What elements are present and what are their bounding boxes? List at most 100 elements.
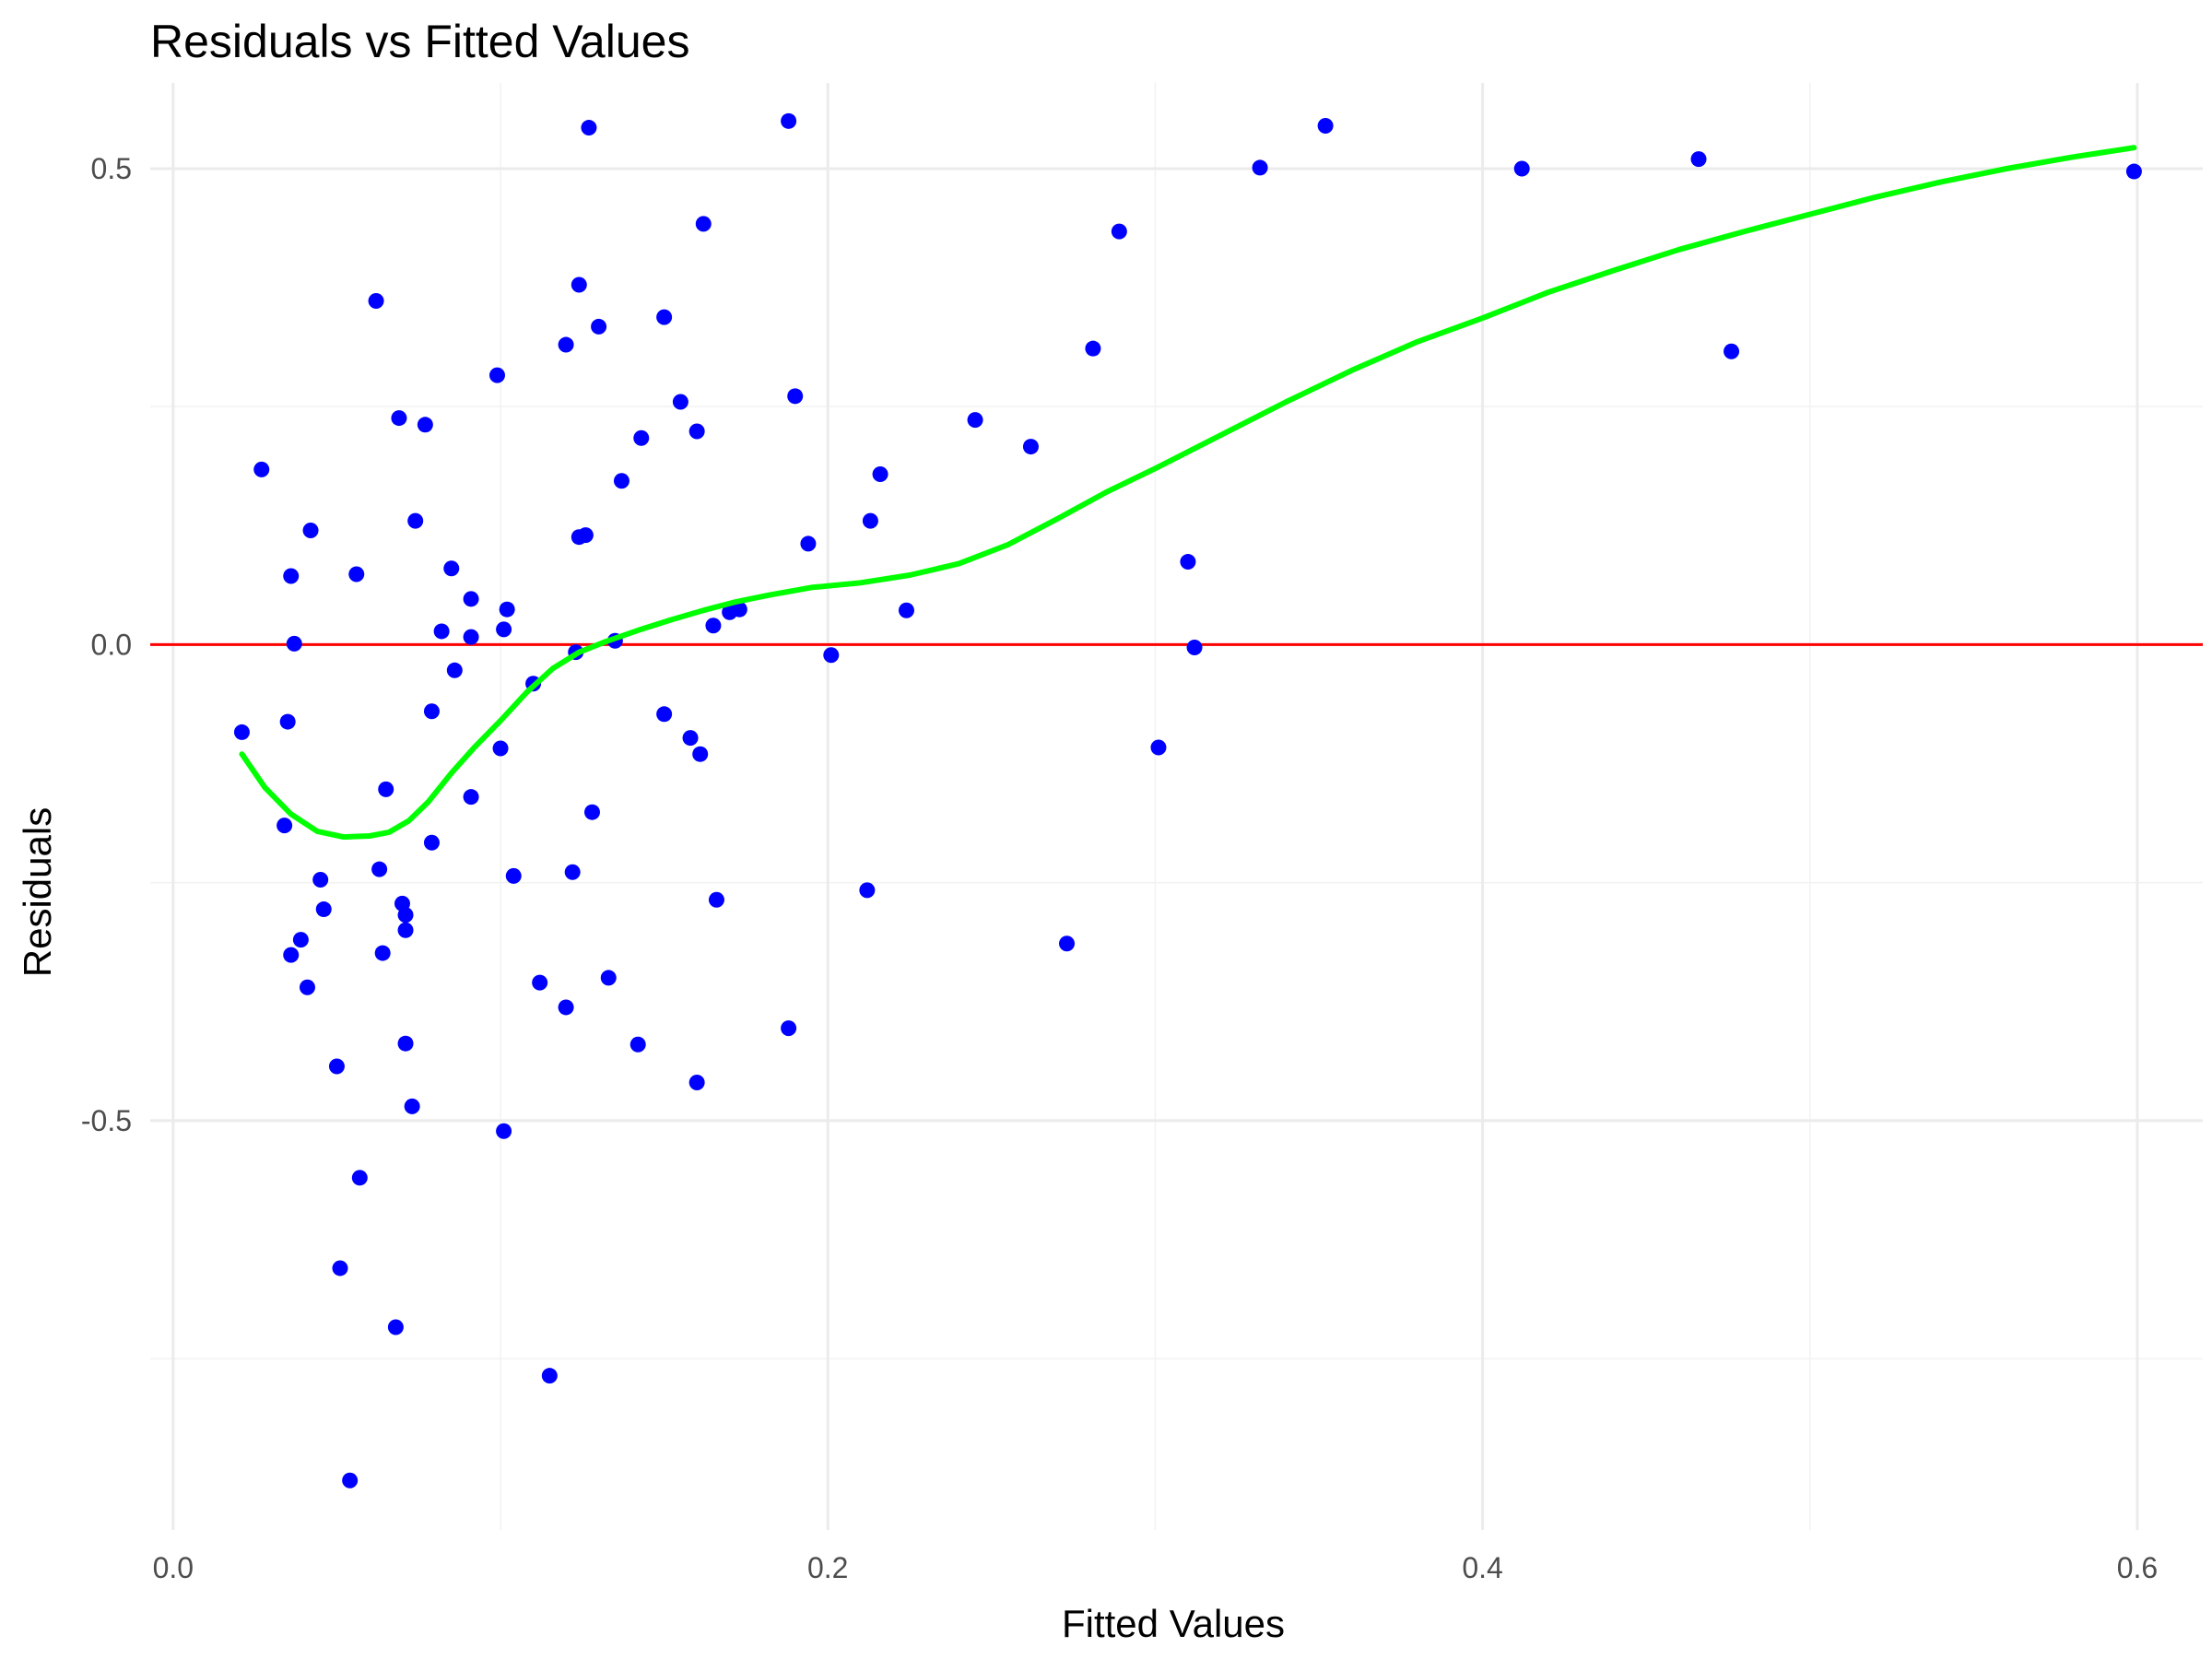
data-point: [862, 512, 878, 529]
data-point: [581, 120, 597, 136]
data-point: [633, 429, 650, 446]
data-point: [656, 706, 673, 723]
data-point: [705, 618, 722, 634]
data-point: [656, 309, 673, 325]
data-point: [781, 1020, 797, 1037]
data-point: [371, 861, 388, 877]
data-point: [571, 276, 587, 293]
data-point: [348, 566, 365, 582]
data-point: [898, 602, 914, 618]
data-point: [496, 1123, 512, 1139]
data-point: [787, 388, 804, 405]
data-point: [397, 907, 414, 924]
data-point: [532, 974, 548, 991]
data-point: [823, 647, 840, 664]
data-point: [299, 979, 315, 995]
data-point: [629, 1036, 646, 1053]
data-point: [1085, 340, 1101, 357]
points-layer: [233, 112, 2142, 1488]
data-point: [558, 999, 574, 1016]
data-point: [967, 412, 983, 429]
data-point: [328, 1058, 345, 1075]
data-point: [672, 394, 688, 410]
data-point: [1186, 640, 1203, 656]
data-point: [492, 740, 509, 757]
data-point: [1724, 343, 1740, 359]
data-point: [286, 635, 302, 652]
data-point: [351, 1170, 368, 1186]
smooth-line-layer: [239, 145, 2137, 841]
data-point: [564, 864, 581, 880]
data-point: [1022, 439, 1039, 455]
data-point: [387, 1319, 404, 1335]
data-point: [496, 621, 512, 638]
data-point: [872, 466, 888, 483]
data-point: [558, 336, 574, 353]
data-point: [463, 629, 479, 645]
data-point: [692, 746, 709, 762]
x-axis-title: Fitted Values: [1062, 1602, 1285, 1645]
data-point: [312, 872, 329, 888]
data-point: [1252, 159, 1268, 176]
data-point: [591, 318, 607, 335]
x-tick-label: 0.2: [807, 1551, 848, 1584]
data-point: [1317, 117, 1334, 134]
data-point: [488, 367, 505, 383]
data-point: [688, 423, 705, 440]
data-point: [292, 932, 309, 948]
data-point: [283, 568, 300, 584]
x-tick-label: 0.6: [2117, 1551, 2158, 1584]
data-point: [1180, 554, 1196, 571]
data-point: [583, 804, 600, 820]
data-point: [1059, 935, 1076, 952]
data-point: [443, 560, 460, 577]
data-point: [446, 662, 463, 678]
data-point: [2125, 163, 2142, 180]
y-axis-title: Residuals: [16, 807, 59, 977]
data-point: [1111, 223, 1127, 240]
data-point: [279, 713, 296, 730]
data-point: [407, 512, 424, 529]
data-point: [342, 1472, 359, 1488]
data-point: [499, 601, 515, 618]
data-point: [276, 818, 293, 834]
data-point: [391, 410, 407, 427]
data-point: [577, 527, 594, 544]
data-point: [463, 789, 479, 806]
data-point: [463, 591, 479, 607]
data-point: [397, 922, 414, 938]
data-point: [423, 703, 440, 720]
data-point: [302, 522, 319, 538]
data-point: [423, 834, 440, 851]
chart-title: Residuals vs Fitted Values: [150, 16, 689, 67]
data-point: [682, 730, 699, 747]
y-tick-label: -0.5: [81, 1104, 132, 1137]
grid: [150, 83, 2203, 1530]
data-point: [731, 601, 747, 618]
data-point: [417, 417, 433, 433]
data-point: [332, 1260, 348, 1277]
data-point: [505, 867, 522, 884]
data-point: [397, 1035, 414, 1052]
data-point: [541, 1368, 558, 1384]
data-point: [613, 473, 629, 489]
data-point: [1513, 160, 1530, 177]
data-point: [1150, 739, 1167, 756]
data-point: [708, 891, 724, 908]
data-point: [695, 216, 712, 232]
data-point: [433, 623, 450, 640]
data-point: [368, 293, 384, 310]
data-point: [1690, 151, 1707, 168]
data-point: [283, 947, 300, 963]
x-tick-label: 0.4: [1462, 1551, 1502, 1584]
data-point: [800, 535, 817, 552]
smooth-trend-line: [239, 145, 2137, 841]
tick-labels: 0.0 0.2 0.4 0.6 -0.5 0.0 0.5: [81, 152, 2158, 1584]
data-point: [315, 901, 332, 918]
y-tick-label: 0.0: [91, 628, 132, 661]
data-point: [253, 461, 270, 477]
data-point: [404, 1098, 420, 1114]
data-point: [781, 112, 797, 129]
